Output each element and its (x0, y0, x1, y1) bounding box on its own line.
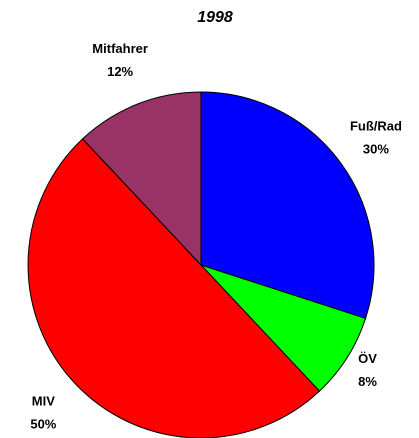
pie-slice (81, 91, 202, 267)
slice-label: Fuß/Rad (350, 118, 402, 133)
slice-value-label: 12% (107, 64, 133, 79)
slice-value-label: 30% (363, 141, 389, 156)
slice-value-label: 50% (30, 416, 56, 431)
pie-slice (27, 138, 321, 438)
pie-slice (200, 91, 375, 320)
slice-label: Mitfahrer (92, 41, 148, 56)
slice-value-label: 8% (358, 374, 377, 389)
slice-label: ÖV (358, 351, 377, 366)
chart-title: 1998 (197, 9, 233, 26)
slice-label: MIV (32, 393, 55, 408)
